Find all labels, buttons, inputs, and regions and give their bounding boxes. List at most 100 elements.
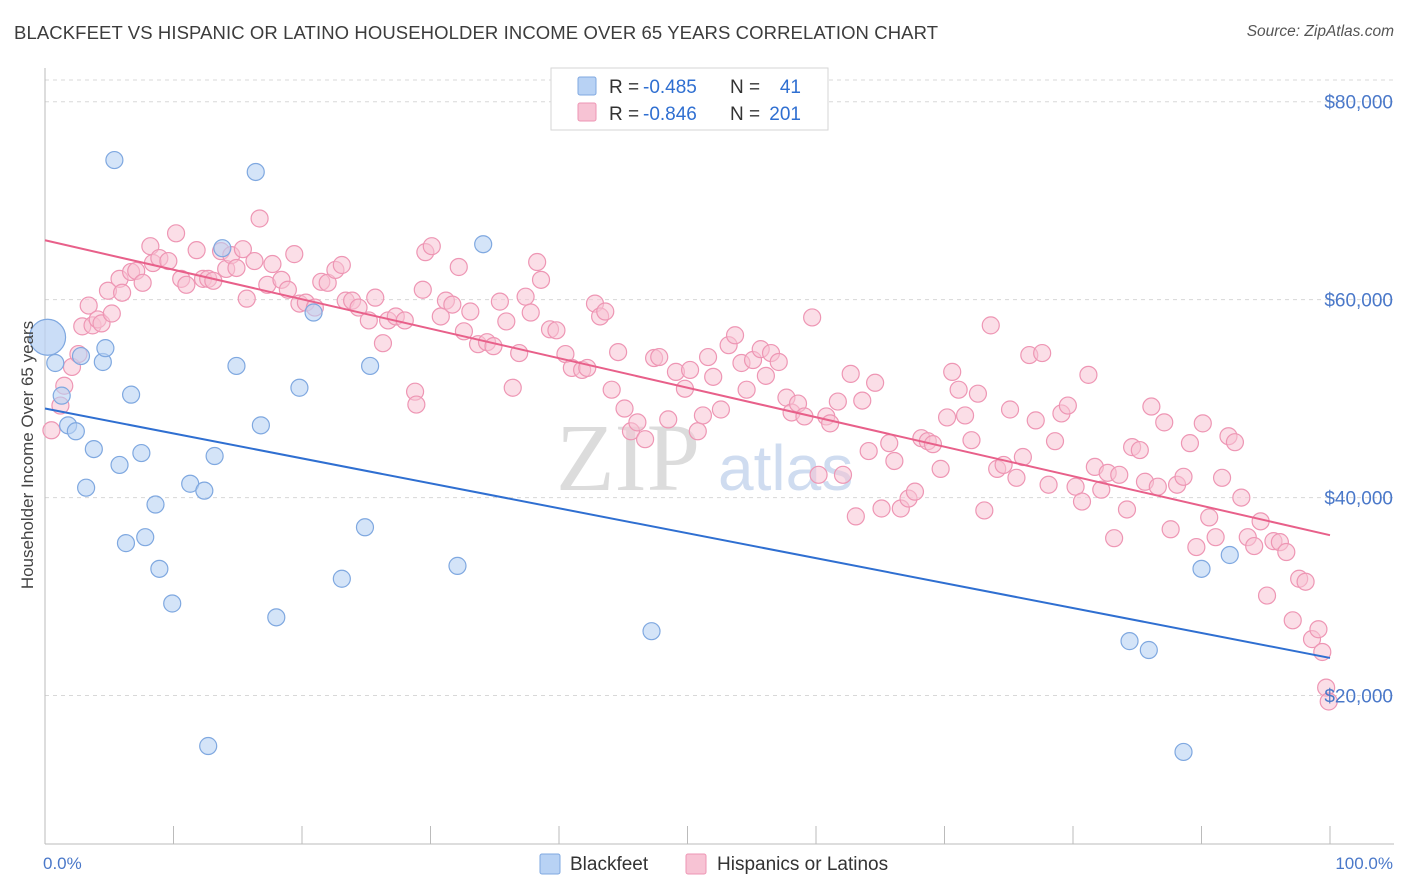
hispanics-point-84: [578, 358, 597, 378]
blackfeet-point-39: [1192, 559, 1211, 578]
hispanics-point-126: [853, 391, 872, 410]
blackfeet-point-1: [46, 353, 65, 373]
hispanics-point-193: [1283, 611, 1302, 630]
hispanics-point-181: [1206, 528, 1225, 547]
hispanics-point-124: [841, 364, 860, 383]
blackfeet-point-18: [163, 594, 182, 613]
blackfeet-point-20: [195, 481, 214, 500]
blackfeet-point-6: [77, 478, 96, 497]
hispanics-point-179: [1193, 414, 1212, 433]
y-tick-label-0: $20,000: [1324, 687, 1393, 708]
hispanics-point-125: [846, 507, 865, 526]
hispanics-point-39: [278, 280, 297, 299]
hispanics-point-131: [885, 451, 904, 471]
hispanics-point-16: [133, 273, 152, 292]
blackfeet-point-26: [251, 416, 270, 435]
hispanics-point-96: [659, 410, 678, 429]
blackfeet-point-0: [28, 318, 67, 356]
blackfeet-point-38: [1174, 742, 1193, 762]
hispanics-point-65: [449, 257, 468, 277]
blackfeet-point-22: [205, 446, 224, 466]
hispanics-point-128: [866, 373, 885, 392]
hispanics-point-61: [422, 237, 441, 256]
hispanics-point-155: [1039, 475, 1058, 494]
blackfeet-trendline: [44, 407, 1331, 659]
hispanics-point-123: [833, 465, 853, 484]
blackfeet-point-37: [1139, 640, 1158, 660]
hispanics-point-108: [737, 380, 756, 399]
watermark-atlas: atlas: [718, 432, 853, 504]
hispanics-point-145: [975, 501, 994, 520]
hispanics-point-134: [905, 482, 925, 501]
bottom-legend-swatch-hispanics: [685, 853, 707, 875]
hispanics-point-78: [531, 270, 551, 289]
blackfeet-point-5: [71, 346, 91, 366]
watermark-zip: ZIP: [556, 404, 700, 511]
hispanics-point-113: [769, 352, 788, 372]
legend-n-label-hispanics: N =: [730, 104, 760, 125]
legend-r-value-hispanics: -0.846: [643, 104, 697, 125]
blackfeet-point-40: [1220, 545, 1239, 565]
hispanics-point-88: [602, 380, 621, 399]
blackfeet-point-14: [132, 443, 151, 463]
blackfeet-point-21: [199, 736, 218, 756]
legend-bottom: Blackfeet Hispanics or Latinos: [539, 853, 888, 875]
hispanics-point-24: [187, 241, 206, 260]
hispanics-point-197: [1309, 620, 1328, 639]
hispanics-point-122: [828, 392, 847, 411]
blackfeet-point-36: [1120, 632, 1139, 651]
blackfeet-point-12: [116, 534, 136, 553]
hispanics-point-53: [373, 334, 393, 353]
hispanics-point-184: [1225, 433, 1245, 452]
y-tick-label-2: $60,000: [1324, 291, 1393, 312]
hispanics-point-171: [1142, 397, 1161, 416]
hispanics-point-99: [680, 360, 700, 380]
blackfeet-point-11: [110, 455, 129, 475]
hispanics-point-192: [1277, 542, 1296, 562]
hispanics-point-195: [1296, 572, 1315, 591]
legend-n-value-hispanics: 201: [769, 104, 801, 125]
hispanics-point-149: [1000, 400, 1020, 419]
hispanics-point-158: [1058, 396, 1077, 415]
hispanics-point-111: [756, 366, 775, 385]
hispanics-point-154: [1033, 343, 1052, 363]
blackfeet-point-9: [96, 339, 115, 358]
hispanics-point-103: [704, 367, 723, 386]
series-hispanics-points: [42, 209, 1338, 711]
blackfeet-point-2: [52, 386, 71, 405]
hispanics-point-11: [102, 304, 121, 323]
hispanics-point-77: [528, 252, 547, 272]
hispanics-point-177: [1180, 434, 1200, 453]
blackfeet-point-30: [332, 569, 351, 588]
x-tick-labels: 0.0% 100.0%: [43, 854, 1393, 873]
hispanics-point-35: [250, 209, 269, 228]
hispanics-point-182: [1212, 468, 1232, 487]
hispanics-point-92: [628, 413, 647, 432]
hispanics-point-150: [1007, 468, 1026, 487]
hispanics-point-129: [872, 499, 891, 518]
hispanics-point-100: [688, 422, 707, 441]
hispanics-point-70: [484, 337, 503, 356]
y-axis-label: Householder Income Over 65 years: [18, 321, 37, 589]
hispanics-point-178: [1187, 537, 1206, 557]
y-tick-labels: $20,000 $40,000 $60,000 $80,000: [1324, 93, 1393, 708]
hispanics-point-189: [1257, 586, 1277, 605]
hispanics-point-118: [803, 308, 822, 327]
hispanics-point-187: [1245, 536, 1264, 556]
hispanics-point-34: [245, 251, 264, 271]
hispanics-point-141: [949, 380, 968, 399]
hispanics-trendline: [44, 239, 1331, 537]
hispanics-point-37: [263, 254, 282, 274]
hispanics-point-67: [461, 302, 480, 321]
hispanics-point-33: [237, 289, 256, 308]
blackfeet-point-16: [146, 495, 165, 514]
hispanics-point-76: [521, 303, 540, 322]
hispanics-point-143: [962, 431, 981, 450]
hispanics-point-56: [395, 311, 414, 330]
blackfeet-point-13: [121, 385, 141, 404]
hispanics-point-40: [285, 245, 304, 264]
hispanics-point-102: [698, 347, 718, 367]
blackfeet-point-29: [304, 303, 323, 322]
hispanics-point-93: [635, 430, 655, 449]
